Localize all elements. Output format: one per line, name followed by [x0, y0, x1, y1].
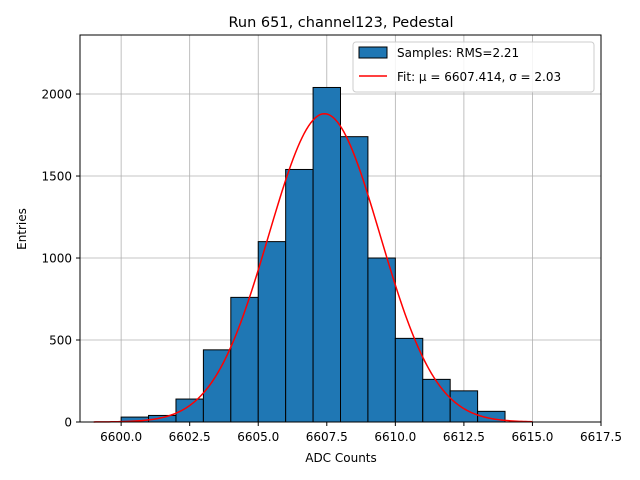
x-tick-label: 6610.0 [374, 430, 416, 444]
x-tick-label: 6617.5 [580, 430, 622, 444]
histogram-bar [394, 337, 424, 423]
plot-frame [79, 34, 602, 423]
histogram-bar [422, 378, 451, 423]
y-tick-label: 1000 [41, 252, 72, 266]
fit-curve [93, 112, 533, 423]
x-axis-ticks: 6600.0 6602.5 6605.0 6607.5 6610.0 6612.5 6615… [100, 422, 622, 444]
x-tick-label: 6612.5 [443, 430, 485, 444]
histogram-bar [202, 349, 232, 423]
y-tick-label: 2000 [41, 88, 72, 102]
histogram-bar [257, 241, 287, 423]
y-tick-label: 0 [64, 416, 72, 430]
x-tick-label: 6602.5 [169, 430, 211, 444]
histogram-bar [230, 296, 259, 423]
histogram-bar [367, 257, 396, 423]
legend-histogram-swatch [358, 46, 388, 59]
x-axis-label: ADC Counts [305, 451, 377, 465]
y-axis-ticks: 0 500 1000 1500 2000 [41, 88, 80, 430]
legend: Samples: RMS=2.21 Fit: μ = 6607.414, σ =… [352, 41, 595, 93]
histogram-bars [120, 86, 506, 423]
y-axis-label: Entries [15, 208, 29, 250]
x-tick-label: 6615.0 [511, 430, 553, 444]
chart-title: Run 651, channel123, Pedestal [228, 15, 453, 31]
histogram-bar [449, 390, 479, 423]
x-tick-label: 6605.0 [237, 430, 279, 444]
histogram-bar [312, 86, 342, 423]
legend-box [352, 41, 595, 93]
histogram-bar [285, 168, 314, 423]
x-tick-label: 6607.5 [306, 430, 348, 444]
y-tick-label: 1500 [41, 170, 72, 184]
x-tick-label: 6600.0 [100, 430, 142, 444]
y-tick-label: 500 [49, 334, 72, 348]
legend-histogram-label: Samples: RMS=2.21 [397, 46, 519, 60]
histogram-bar [340, 136, 369, 423]
legend-fit-label: Fit: μ = 6607.414, σ = 2.03 [397, 70, 561, 84]
